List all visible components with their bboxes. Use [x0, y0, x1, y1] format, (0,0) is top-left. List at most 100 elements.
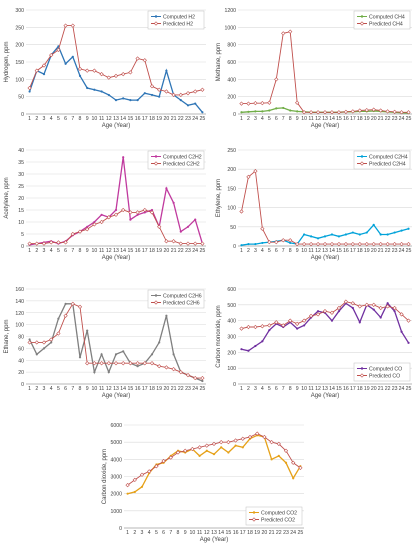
- x-tick-label: 12: [106, 116, 112, 122]
- data-point: [385, 109, 390, 114]
- x-tick-label: 14: [218, 530, 224, 536]
- data-point: [27, 340, 32, 345]
- data-point: [129, 99, 132, 102]
- x-tick-label: 23: [392, 116, 398, 122]
- data-point: [336, 305, 342, 311]
- series-line-2: [29, 303, 203, 379]
- x-tick-label: 22: [385, 116, 391, 122]
- data-point: [122, 156, 125, 159]
- legend-entry: Predicted C2H6: [163, 300, 200, 306]
- data-point: [372, 223, 375, 226]
- data-point: [211, 441, 217, 447]
- x-tick-label: 8: [289, 116, 292, 122]
- x-tick-label: 21: [378, 386, 384, 392]
- data-point: [393, 231, 396, 234]
- x-tick-label: 8: [79, 386, 82, 392]
- x-tick-label: 20: [371, 386, 377, 392]
- data-point: [77, 304, 83, 309]
- x-tick-label: 10: [301, 116, 307, 122]
- x-tick-label: 3: [254, 116, 257, 122]
- data-point: [201, 111, 204, 114]
- x-tick-label: 6: [275, 116, 278, 122]
- x-tick-label: 12: [315, 386, 321, 392]
- data-point: [129, 218, 132, 221]
- data-point: [149, 361, 155, 366]
- legend-box: [353, 362, 411, 382]
- x-tick-label: 4: [50, 386, 53, 392]
- data-point: [92, 222, 97, 227]
- x-tick-label: 3: [43, 248, 46, 254]
- data-point: [99, 219, 104, 225]
- data-point: [240, 348, 243, 351]
- x-tick-label: 16: [343, 116, 349, 122]
- data-point: [200, 375, 205, 381]
- data-point: [385, 241, 390, 247]
- data-point: [185, 241, 191, 246]
- data-point: [165, 69, 168, 72]
- data-point: [179, 230, 182, 233]
- x-tick-label: 16: [135, 386, 141, 392]
- data-point: [77, 66, 83, 72]
- data-point: [379, 233, 382, 236]
- data-point: [164, 239, 169, 244]
- data-point: [128, 361, 133, 366]
- x-tick-label: 4: [261, 248, 264, 254]
- data-point: [171, 367, 176, 372]
- data-point: [246, 101, 251, 106]
- x-tick-label: 11: [308, 248, 313, 254]
- data-point: [295, 321, 300, 326]
- data-point: [357, 304, 362, 309]
- x-tick-label: 4: [50, 116, 53, 122]
- x-axis-label: Age (Year): [102, 393, 130, 399]
- y-tick-label: 500: [227, 303, 236, 309]
- x-tick-label: 6: [275, 248, 278, 254]
- x-tick-label: 13: [211, 530, 217, 536]
- x-tick-label: 2: [35, 248, 38, 254]
- x-tick-label: 18: [357, 116, 363, 122]
- x-tick-label: 10: [190, 530, 196, 536]
- legend-marker: [359, 373, 365, 378]
- y-tick-label: 100: [15, 323, 24, 329]
- x-tick-label: 15: [128, 386, 134, 392]
- data-point: [201, 379, 204, 383]
- data-point: [276, 441, 281, 447]
- data-point: [378, 108, 383, 113]
- data-point: [399, 312, 404, 317]
- data-point: [150, 93, 154, 97]
- series-line-2: [241, 301, 409, 330]
- data-point: [122, 350, 125, 353]
- x-tick-label: 24: [192, 248, 198, 254]
- data-point: [315, 241, 321, 247]
- data-point: [158, 95, 161, 98]
- data-point: [49, 337, 54, 342]
- data-point: [147, 469, 152, 474]
- x-tick-label: 23: [185, 248, 191, 254]
- y-tick-label: 200: [15, 43, 24, 49]
- x-tick-label: 20: [371, 116, 377, 122]
- legend-marker: [153, 161, 159, 166]
- data-point: [121, 361, 126, 366]
- x-axis-label: Age (Year): [200, 537, 228, 543]
- data-point: [220, 446, 223, 449]
- x-tick-label: 8: [289, 248, 292, 254]
- data-point: [386, 302, 389, 305]
- y-tick-label: 0: [21, 112, 24, 118]
- x-tick-label: 24: [192, 116, 198, 122]
- x-tick-label: 5: [57, 386, 60, 392]
- x-tick-label: 12: [204, 530, 210, 536]
- x-tick-label: 24: [399, 116, 405, 122]
- data-point: [301, 241, 307, 247]
- x-tick-label: 21: [269, 530, 275, 536]
- x-tick-label: 5: [268, 116, 271, 122]
- x-tick-label: 3: [43, 116, 46, 122]
- data-point: [179, 99, 182, 102]
- data-point: [200, 87, 205, 92]
- data-point: [175, 450, 181, 455]
- series-line-1: [29, 157, 204, 246]
- data-point: [150, 208, 154, 212]
- data-point: [351, 306, 354, 310]
- data-point: [135, 56, 140, 61]
- data-point: [114, 99, 118, 102]
